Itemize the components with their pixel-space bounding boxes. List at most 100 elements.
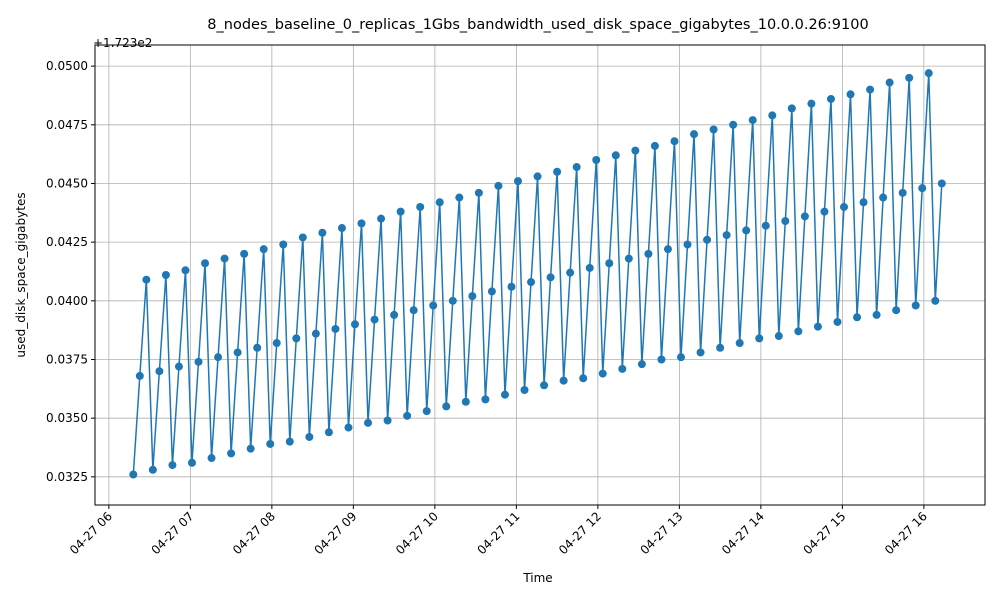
data-point [357,219,366,228]
y-axis-label: used_disk_space_gigabytes [14,192,28,357]
data-point [390,310,399,319]
data-point [161,271,170,279]
x-tick-label: 04-27 16 [882,509,930,557]
data-point [442,402,451,411]
data-point [233,348,242,357]
data-point [253,343,262,352]
data-point [866,85,875,94]
data-point [696,348,705,357]
x-tick-label: 04-27 15 [800,509,848,557]
data-point [220,254,229,263]
data-point [624,254,633,263]
y-tick-label: 0.0500 [46,59,88,73]
data-point [566,268,575,277]
data-point [155,367,164,376]
data-point [474,188,483,197]
data-point [142,275,151,284]
data-point [709,125,718,134]
data-point [716,343,725,352]
data-point [227,449,236,458]
y-tick-label: 0.0450 [46,176,88,190]
data-point [898,188,907,197]
data-point [207,454,216,463]
data-point [937,179,946,188]
y-tick-label: 0.0475 [46,118,88,132]
data-point [918,184,927,193]
data-point [194,357,203,366]
data-point [553,167,562,176]
data-point [598,369,607,378]
data-point [742,226,751,235]
data-point [579,374,588,383]
y-tick-label: 0.0400 [46,294,88,308]
x-tick-label: 04-27 06 [67,509,115,557]
data-point [618,364,627,373]
data-point [337,224,346,233]
data-point [318,228,327,237]
data-point [240,249,249,258]
data-point [768,111,777,120]
data-point [846,90,855,99]
data-point [794,327,803,336]
data-point [377,214,386,223]
data-point [396,207,405,216]
chart-title: 8_nodes_baseline_0_replicas_1Gbs_bandwid… [207,17,868,33]
data-line [132,73,943,475]
x-tick-label: 04-27 07 [148,509,196,557]
y-offset-label: +1.723e2 [93,36,152,50]
x-axis-label: Time [522,571,552,585]
data-point [657,355,666,364]
data-point [364,418,373,427]
data-point [435,198,444,207]
data-point [292,334,301,343]
x-tick-label: 04-27 12 [556,509,604,557]
data-point [305,432,314,441]
x-tick-label: 04-27 10 [393,509,441,557]
y-tick-label: 0.0375 [46,352,88,366]
data-point [650,141,659,150]
y-tick-label: 0.0350 [46,411,88,425]
data-point [631,146,640,155]
data-point [429,301,438,310]
data-point [853,313,862,322]
data-point [135,371,144,380]
x-tick-label: 04-27 13 [637,509,685,557]
data-point [174,362,183,371]
data-point [605,259,614,268]
data-point [611,151,620,160]
data-point [826,94,835,103]
data-point [879,193,888,202]
data-point [181,266,190,275]
data-point [187,458,196,467]
data-point [546,273,555,282]
data-point [409,306,418,315]
data-point [285,437,294,446]
data-point [520,386,529,394]
data-point [350,320,359,329]
data-point [813,322,822,331]
data-point [911,301,920,310]
data-point [787,104,796,113]
data-point [637,360,646,369]
data-point [820,207,829,216]
data-point [279,240,288,249]
data-point [663,245,672,254]
data-point [259,245,268,254]
data-point [370,315,379,324]
data-point [214,353,223,362]
data-point [585,263,594,272]
data-point [559,376,568,385]
data-point [148,465,157,474]
data-point [129,470,138,479]
data-point [885,78,894,87]
data-point [383,416,392,425]
data-point [833,317,842,326]
data-point [468,292,477,301]
data-point [703,235,712,244]
data-point [800,212,809,221]
data-point [755,334,764,343]
data-point [246,444,255,453]
data-point [644,249,653,258]
